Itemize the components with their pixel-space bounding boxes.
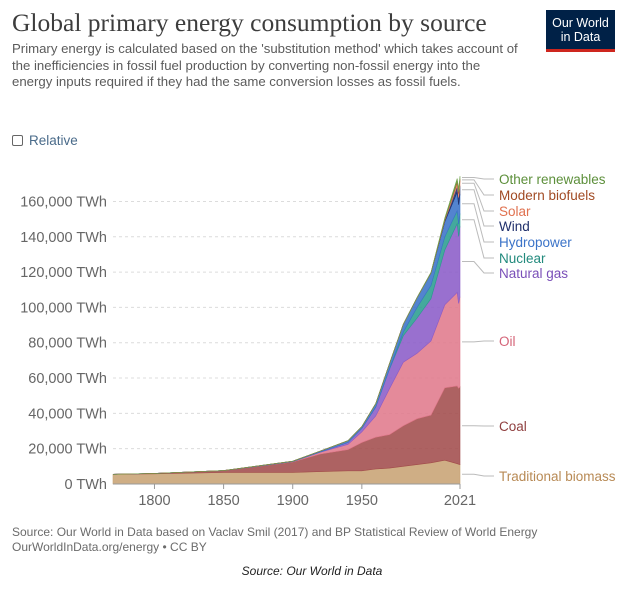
legend-connector bbox=[462, 340, 494, 343]
x-tick-label: 1900 bbox=[277, 493, 309, 509]
chart-title: Global primary energy consumption by sou… bbox=[12, 8, 487, 37]
source-line-2[interactable]: OurWorldInData.org/energy • CC BY bbox=[12, 539, 207, 554]
relative-toggle[interactable]: Relative bbox=[12, 133, 78, 148]
y-tick-label: 40,000 TWh bbox=[28, 406, 107, 422]
legend-connector bbox=[462, 189, 494, 227]
source-line-1[interactable]: Source: Our World in Data based on Vacla… bbox=[12, 525, 538, 539]
x-tick-label: 1850 bbox=[207, 493, 239, 509]
legend-label-coal[interactable]: Coal bbox=[499, 419, 527, 434]
y-tick-label: 80,000 TWh bbox=[28, 336, 107, 352]
legend-connector bbox=[462, 219, 494, 259]
chart-subtitle: Primary energy is calculated based on th… bbox=[12, 41, 518, 89]
legend-label-oil[interactable]: Oil bbox=[499, 334, 516, 349]
legend-connector bbox=[462, 473, 494, 477]
x-tick-label: 1800 bbox=[138, 493, 170, 509]
legend-connector bbox=[462, 182, 494, 212]
y-tick-label: 20,000 TWh bbox=[28, 442, 107, 458]
area-other-renewables[interactable] bbox=[112, 176, 461, 475]
y-tick-label: 100,000 TWh bbox=[20, 300, 107, 316]
logo-line-2: in Data bbox=[560, 30, 601, 44]
y-tick-label: 60,000 TWh bbox=[28, 371, 107, 387]
legend-connector bbox=[462, 261, 494, 274]
y-tick-label: 140,000 TWh bbox=[20, 230, 107, 246]
legend-connector bbox=[462, 177, 494, 180]
legend-label-wind[interactable]: Wind bbox=[499, 219, 530, 234]
source-note: Source: Our World in Data based on Vacla… bbox=[12, 525, 537, 554]
logo-line-1: Our World bbox=[552, 16, 609, 30]
legend-label-modern-biofuels[interactable]: Modern biofuels bbox=[499, 188, 595, 203]
legend-label-other-renewables[interactable]: Other renewables bbox=[499, 172, 606, 187]
legend-label-hydropower[interactable]: Hydropower bbox=[499, 235, 572, 250]
relative-checkbox[interactable] bbox=[12, 135, 23, 146]
y-tick-label: 120,000 TWh bbox=[20, 265, 107, 281]
legend-connector bbox=[462, 179, 494, 196]
y-tick-label: 160,000 TWh bbox=[20, 194, 107, 210]
image-caption: Source: Our World in Data bbox=[241, 564, 383, 578]
legend-label-natural-gas[interactable]: Natural gas bbox=[499, 266, 568, 281]
x-tick-label: 1950 bbox=[346, 493, 378, 509]
relative-label: Relative bbox=[29, 133, 78, 148]
y-tick-label: 0 TWh bbox=[65, 477, 107, 493]
legend-label-nuclear[interactable]: Nuclear bbox=[499, 251, 546, 266]
owid-logo[interactable]: Our World in Data bbox=[546, 10, 615, 52]
x-tick-label: 2021 bbox=[444, 493, 476, 509]
legend-connector bbox=[462, 203, 494, 243]
legend-label-solar[interactable]: Solar bbox=[499, 204, 531, 219]
area-chart: 0 TWh 20,000 TWh 40,000 TWh 60,000 TWh 80,00… bbox=[20, 172, 616, 509]
legend-label-traditional-biomass[interactable]: Traditional biomass bbox=[499, 469, 616, 484]
